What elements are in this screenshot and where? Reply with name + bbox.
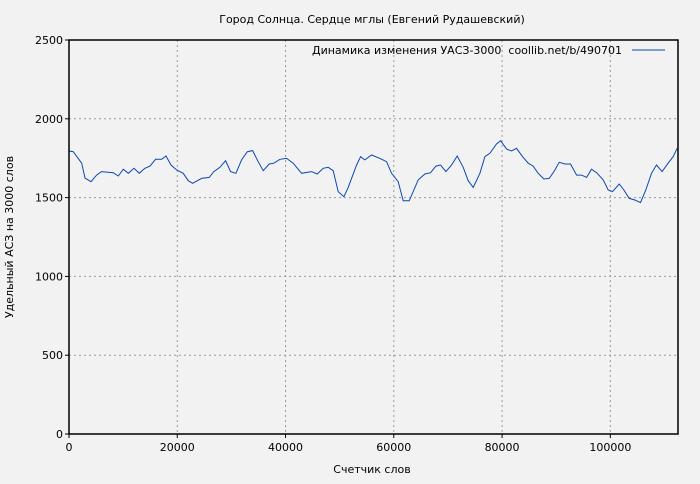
ticks: 0 20000 40000 60000 80000 100000 0 500 1000 1500 2… — [35, 34, 631, 454]
x-tick-label: 100000 — [589, 441, 631, 454]
chart-title: Город Солнца. Сердце мглы (Евгений Рудаш… — [219, 13, 525, 26]
plot-frame — [68, 39, 679, 435]
y-tick-label: 2000 — [35, 113, 63, 126]
y-tick-label: 2500 — [35, 34, 63, 47]
x-tick-label: 40000 — [268, 441, 303, 454]
y-tick-label: 1000 — [35, 270, 63, 283]
series-line — [68, 139, 678, 204]
x-tick-label: 80000 — [485, 441, 520, 454]
y-tick-label: 500 — [42, 349, 63, 362]
x-tick-label: 60000 — [376, 441, 411, 454]
x-tick-label: 20000 — [160, 441, 195, 454]
x-axis-label: Счетчик слов — [333, 463, 410, 476]
grid — [69, 40, 678, 434]
legend-label: Динамика изменения УАСЗ-3000 coollib.net… — [312, 44, 622, 57]
y-tick-label: 0 — [56, 428, 63, 441]
y-axis-label: Удельный АСЗ на 3000 слов — [3, 156, 16, 318]
x-tick-label: 0 — [66, 441, 73, 454]
y-tick-label: 1500 — [35, 192, 63, 205]
